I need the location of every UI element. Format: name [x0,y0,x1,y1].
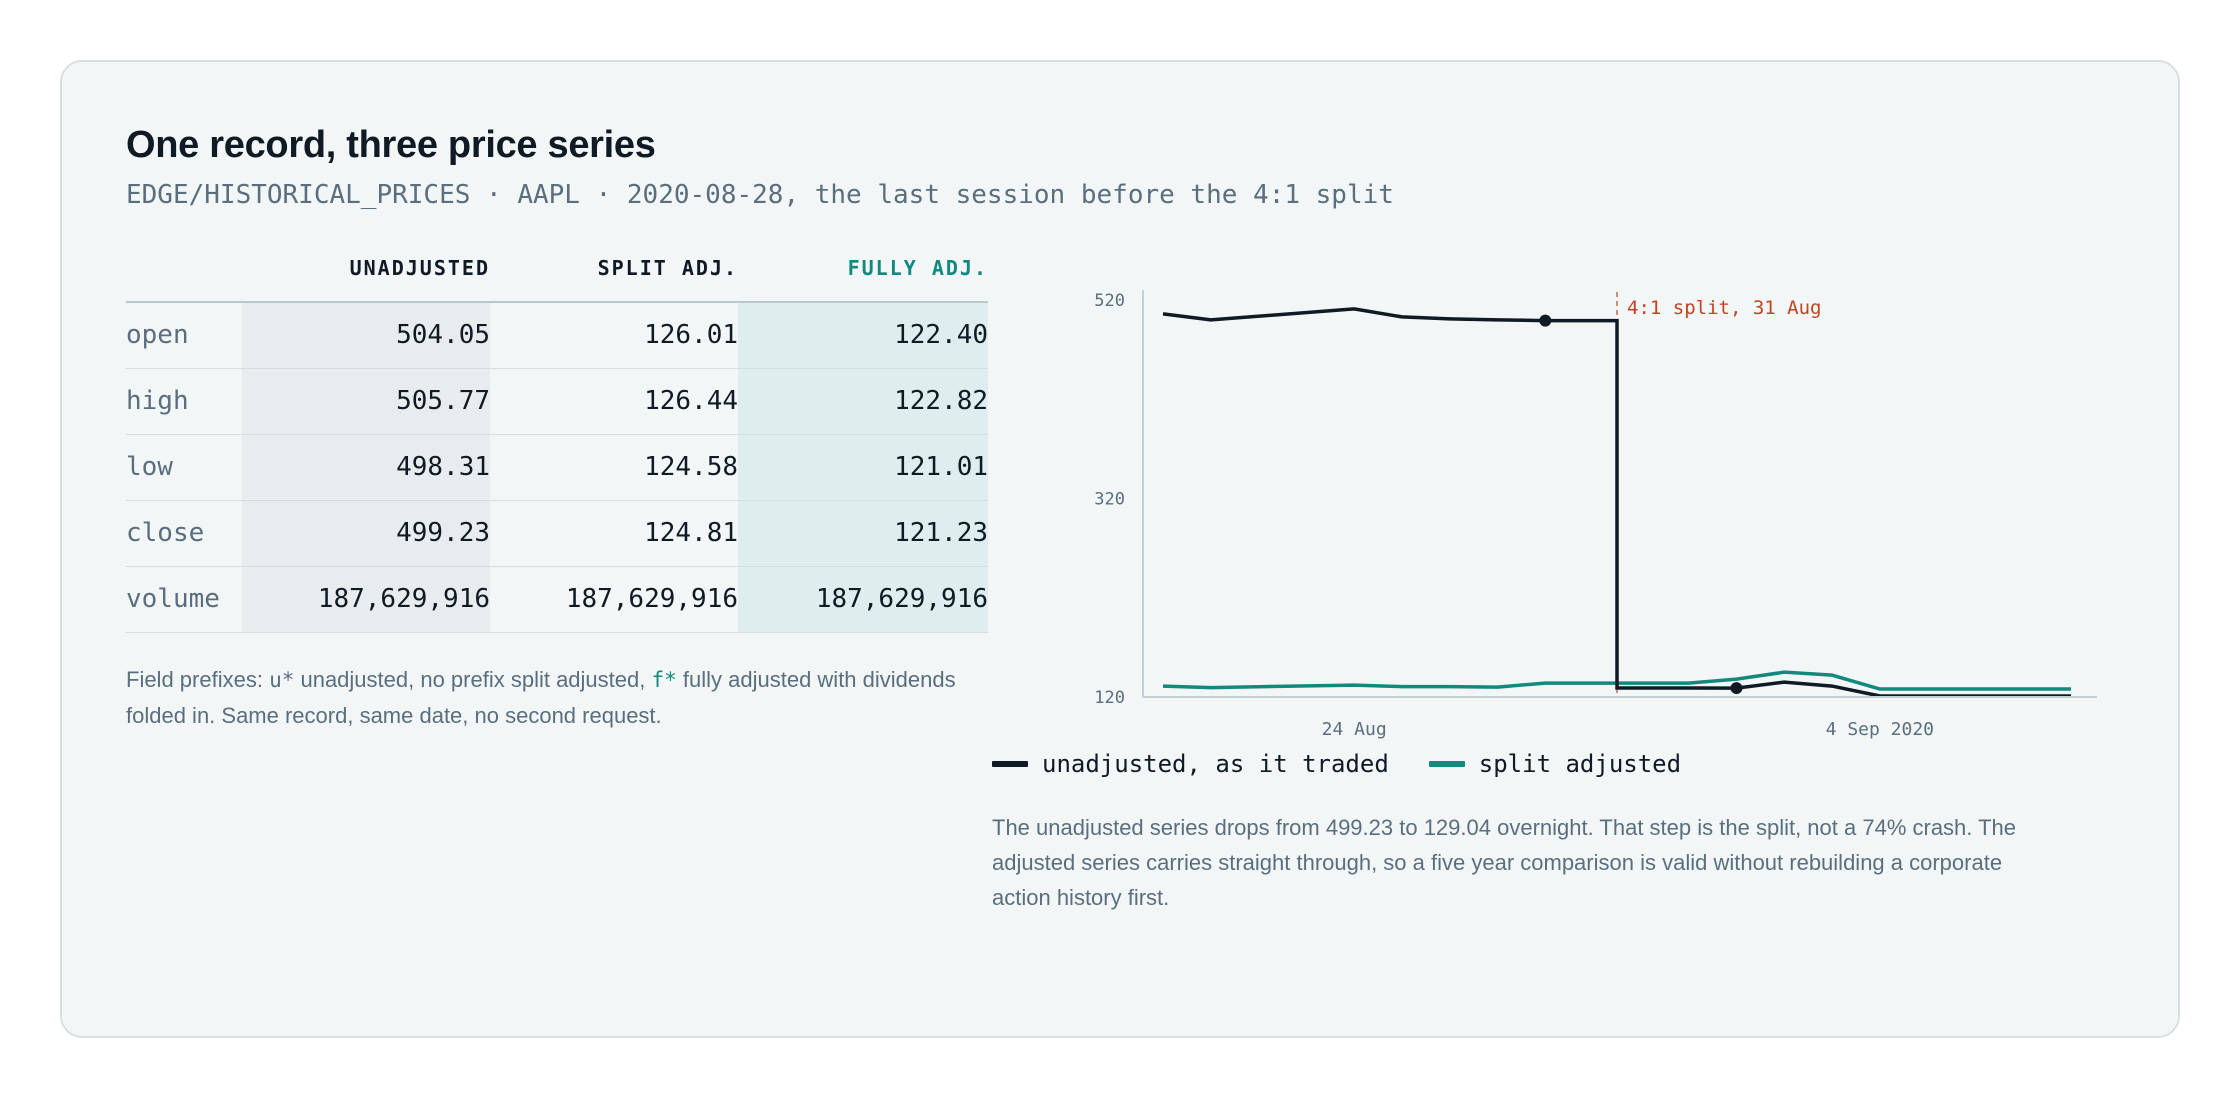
table-row: volume 187,629,916 187,629,916 187,629,9… [126,566,988,633]
data-point-marker [1730,682,1743,695]
series-layer [1162,307,2071,698]
row-label: high [126,368,242,435]
axis-layer [1142,290,2097,698]
cell-fully-adjusted: 122.40 [738,302,988,369]
table-row: low 498.31 124.58 121.01 [126,434,988,501]
price-table: UNADJUSTED SPLIT ADJ. FULLY ADJ. open 50… [126,252,988,633]
cell-unadjusted: 187,629,916 [242,566,490,633]
cell-split-adjusted: 124.81 [490,500,738,567]
legend-item-split-adjusted: split adjusted [1428,750,1682,778]
y-tick-label: 120 [1094,688,1125,708]
prefix-code-unadjusted: u* [269,668,295,692]
field-note-text: unadjusted, no prefix split adjusted, [294,667,652,692]
cell-fully-adjusted: 187,629,916 [738,566,988,633]
legend-label: split adjusted [1478,750,1682,778]
cell-split-adjusted: 126.44 [490,368,738,435]
chart-legend: unadjusted, as it traded split adjusted [992,750,1721,778]
legend-item-unadjusted: unadjusted, as it traded [992,750,1389,778]
row-label: low [126,434,242,501]
prefix-code-fully-adjusted: f* [651,668,677,692]
header-split-adjusted: SPLIT ADJ. [490,252,738,303]
cell-fully-adjusted: 122.82 [738,368,988,435]
x-axis-ticks: 24 Aug 4 Sep 2020 [1322,719,1934,740]
series-line-unadjusted [1162,307,2071,698]
row-label: close [126,500,242,567]
header-unadjusted: UNADJUSTED [242,252,490,303]
price-table-container: UNADJUSTED SPLIT ADJ. FULLY ADJ. open 50… [126,252,988,633]
table-row: high 505.77 126.44 122.82 [126,368,988,435]
price-line-chart: 120 320 520 24 Aug 4 Sep 2020 4:1 split, 31… [1094,290,2097,740]
y-axis-ticks: 120 320 520 [1094,291,1125,708]
cell-unadjusted: 504.05 [242,302,490,369]
card: One record, three price series EDGE/HIST… [60,60,2180,1038]
header-blank [126,252,242,303]
table-row: close 499.23 124.81 121.23 [126,500,988,567]
series-line-split-adjusted [1162,670,2071,691]
cell-fully-adjusted: 121.23 [738,500,988,567]
page-subtitle: EDGE/HISTORICAL_PRICES · AAPL · 2020-08-… [126,180,1394,210]
field-note-text: Field prefixes: [126,667,270,692]
row-label: volume [126,566,242,633]
field-note-text: fully adjusted with dividends folded in.… [126,667,956,728]
row-label: open [126,302,242,369]
page-title: One record, three price series [126,124,656,166]
split-annotation-label: 4:1 split, 31 Aug [1627,297,1821,319]
cell-split-adjusted: 126.01 [490,302,738,369]
field-prefix-note: Field prefixes: u* unadjusted, no prefix… [126,662,986,733]
legend-swatch-unadjusted [992,761,1028,767]
chart-explanation: The unadjusted series drops from 499.23 … [992,815,2017,910]
x-tick-label: 4 Sep 2020 [1826,719,1934,740]
x-tick-label: 24 Aug [1322,719,1387,740]
y-tick-label: 520 [1094,291,1125,311]
data-point-marker [1539,314,1552,327]
cell-unadjusted: 498.31 [242,434,490,501]
table-row: open 504.05 126.01 122.40 [126,302,988,369]
header-fully-adjusted: FULLY ADJ. [738,252,988,303]
cell-split-adjusted: 187,629,916 [490,566,738,633]
cell-unadjusted: 499.23 [242,500,490,567]
cell-unadjusted: 505.77 [242,368,490,435]
legend-swatch-split-adjusted [1428,761,1465,767]
cell-fully-adjusted: 121.01 [738,434,988,501]
y-tick-label: 320 [1094,490,1125,510]
cell-split-adjusted: 124.58 [490,434,738,501]
legend-label: unadjusted, as it traded [1042,750,1389,778]
table-header-row: UNADJUSTED SPLIT ADJ. FULLY ADJ. [126,252,988,303]
split-annotation-layer: 4:1 split, 31 Aug [1616,292,1821,697]
